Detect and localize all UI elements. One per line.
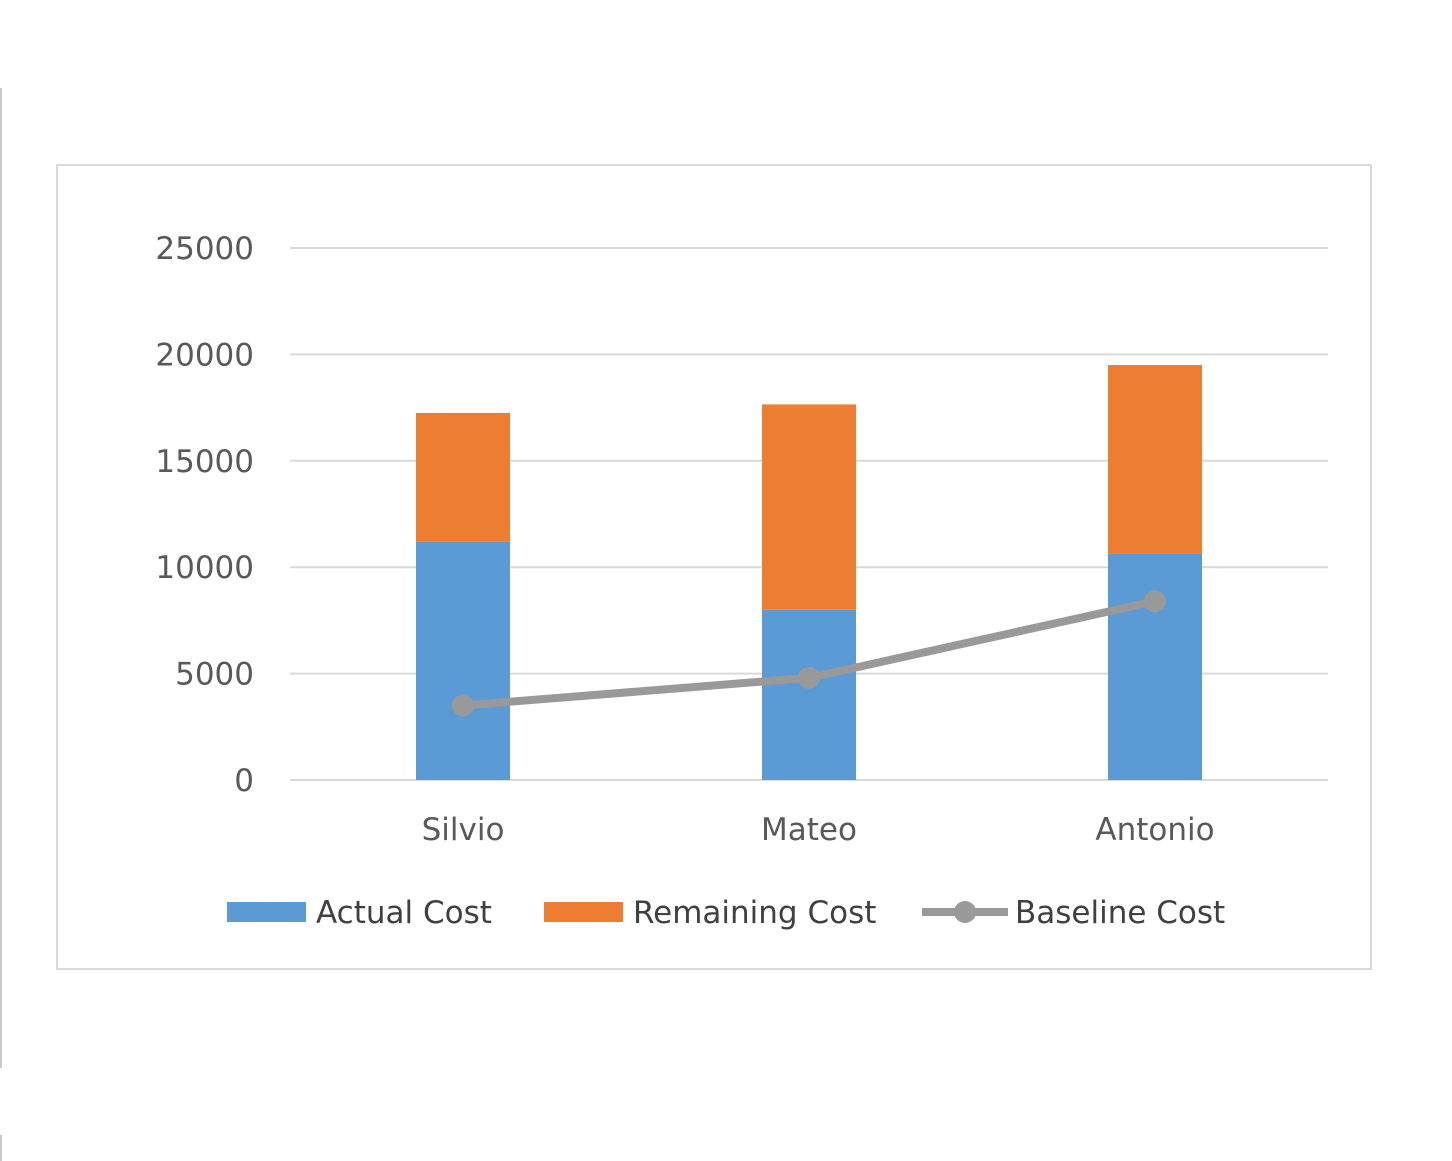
baseline-line xyxy=(452,590,1166,717)
bar-actual-cost-mateo xyxy=(762,609,856,780)
baseline-cost-point-antonio xyxy=(1144,590,1166,613)
legend-item-remaining-cost: Remaining Cost xyxy=(544,895,876,931)
y-tick-label: 0 xyxy=(234,763,254,799)
y-tick-label: 5000 xyxy=(175,657,254,693)
y-tick-label: 25000 xyxy=(155,231,254,267)
bar-remaining-cost-antonio xyxy=(1108,365,1202,554)
y-tick-label: 10000 xyxy=(155,550,254,586)
y-axis: 0 5000 10000 15000 20000 25000 xyxy=(155,231,254,799)
legend: Actual Cost Remaining Cost Baseline Cost xyxy=(227,895,1225,931)
x-tick-label: Mateo xyxy=(761,812,857,848)
legend-swatch-marker xyxy=(954,901,976,923)
bar-actual-cost-antonio xyxy=(1108,553,1202,780)
legend-item-baseline-cost: Baseline Cost xyxy=(922,895,1225,931)
x-tick-label: Silvio xyxy=(422,812,505,848)
legend-swatch xyxy=(544,902,623,922)
x-tick-label: Antonio xyxy=(1095,812,1214,848)
bar-actual-cost-silvio xyxy=(416,541,510,780)
x-axis: Silvio Mateo Antonio xyxy=(422,812,1215,848)
legend-swatch xyxy=(227,902,306,922)
bars xyxy=(416,365,1202,780)
legend-label: Baseline Cost xyxy=(1015,895,1225,931)
bar-remaining-cost-mateo xyxy=(762,404,856,610)
page-edge-line xyxy=(0,88,2,1068)
legend-item-actual-cost: Actual Cost xyxy=(227,895,492,931)
y-tick-label: 20000 xyxy=(155,337,254,373)
baseline-cost-point-silvio xyxy=(452,694,474,717)
bar-remaining-cost-silvio xyxy=(416,412,510,542)
y-tick-label: 15000 xyxy=(155,444,254,480)
legend-label: Remaining Cost xyxy=(633,895,876,931)
baseline-cost-point-mateo xyxy=(798,666,820,689)
legend-label: Actual Cost xyxy=(316,895,492,931)
page-edge-line-lower xyxy=(0,1135,2,1161)
